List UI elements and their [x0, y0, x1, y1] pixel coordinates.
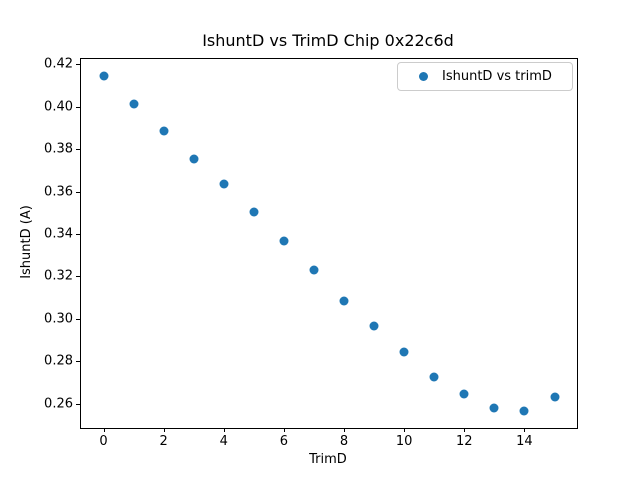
- x-tick-label: 10: [395, 434, 413, 449]
- y-tick-label: 0.36: [44, 184, 73, 199]
- x-tick-mark: [223, 428, 225, 432]
- y-tick-mark: [76, 318, 80, 320]
- x-tick-mark: [163, 428, 165, 432]
- y-tick-mark: [76, 403, 80, 405]
- legend-marker-circle-icon: [419, 72, 428, 81]
- x-tick-mark: [464, 428, 466, 432]
- y-tick-mark: [76, 276, 80, 278]
- x-tick-label: 8: [339, 434, 349, 449]
- legend-label: IshuntD vs trimD: [442, 69, 552, 84]
- data-point: [399, 347, 409, 357]
- data-point: [129, 99, 139, 109]
- y-tick-mark: [76, 149, 80, 150]
- y-tick-mark: [76, 106, 80, 108]
- y-tick-label: 0.26: [44, 396, 73, 412]
- y-tick-label: 0.32: [44, 268, 73, 284]
- data-point: [550, 392, 559, 402]
- data-point: [189, 154, 199, 164]
- y-tick-mark: [76, 191, 80, 193]
- chart-title: IshuntD vs TrimD Chip 0x22c6d: [202, 31, 454, 50]
- x-tick-mark: [404, 428, 406, 432]
- x-tick-label: 14: [516, 434, 533, 449]
- data-point: [219, 179, 229, 189]
- legend: IshuntD vs trimD: [397, 62, 573, 91]
- y-tick-mark: [76, 64, 80, 66]
- data-point: [309, 265, 319, 275]
- data-point: [519, 406, 529, 416]
- x-tick-mark: [283, 428, 285, 432]
- y-tick-label: 0.40: [44, 99, 73, 115]
- y-axis-label: IshuntD (A): [19, 205, 34, 279]
- y-tick-mark: [76, 361, 80, 363]
- data-point: [369, 321, 379, 331]
- x-tick-label: 6: [279, 434, 289, 449]
- x-tick-label: 2: [159, 434, 168, 449]
- y-tick-label: 0.30: [44, 311, 73, 327]
- y-tick-label: 0.38: [44, 141, 73, 157]
- data-point: [99, 71, 108, 81]
- data-point: [459, 389, 469, 399]
- data-point: [159, 126, 169, 136]
- data-point: [339, 296, 349, 306]
- x-tick-label: 4: [219, 434, 228, 449]
- y-tick-label: 0.42: [44, 56, 73, 72]
- data-point: [279, 236, 289, 246]
- x-tick-label: 12: [456, 434, 473, 449]
- data-point: [429, 372, 439, 382]
- x-tick-label: 0: [99, 434, 108, 449]
- y-tick-label: 0.28: [44, 353, 73, 369]
- data-point: [249, 207, 259, 217]
- plot-area: IshuntD vs trimD 0 2 4 6 8 10 12 14 0.42 0.40 0.38…: [44, 57, 578, 449]
- x-tick-mark: [344, 428, 345, 432]
- y-tick-label: 0.34: [44, 226, 73, 242]
- x-tick-mark: [103, 428, 105, 432]
- x-tick-mark: [524, 428, 526, 432]
- y-tick-mark: [76, 233, 80, 235]
- data-point: [489, 403, 499, 413]
- x-axis-label: TrimD: [309, 452, 347, 467]
